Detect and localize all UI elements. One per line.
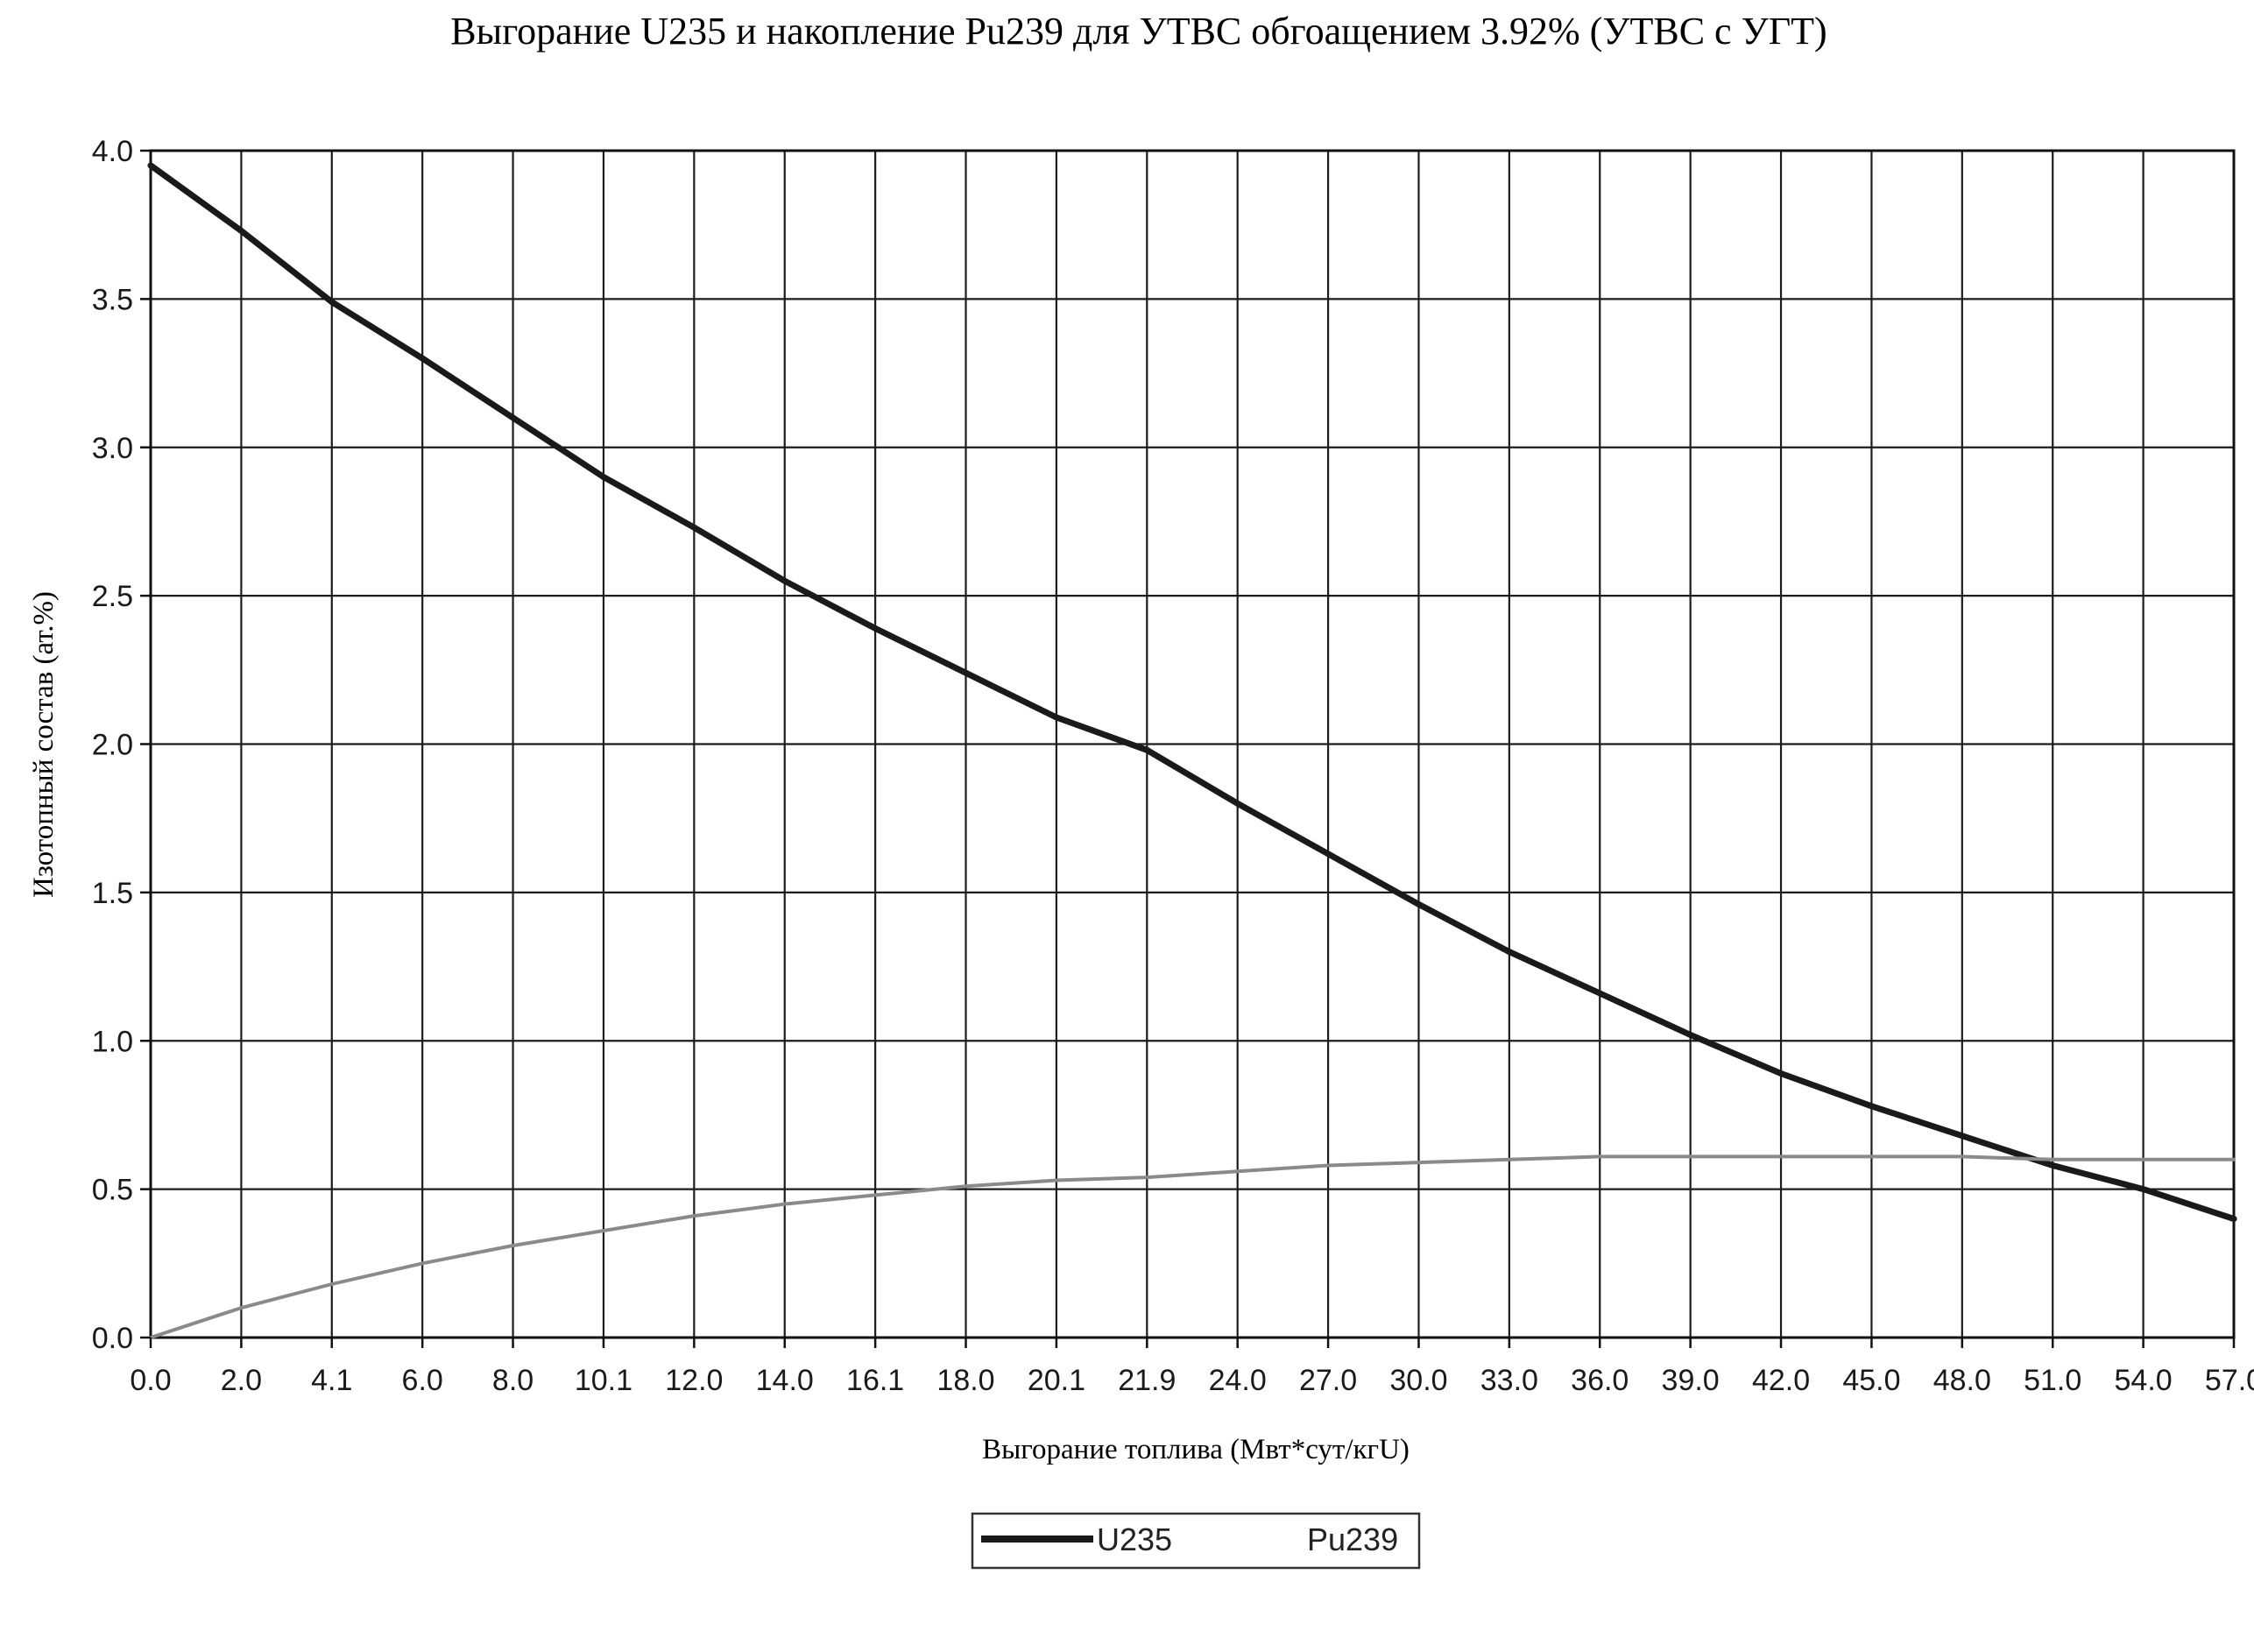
data-point-u235 [600, 474, 607, 481]
x-tick-label: 30.0 [1389, 1364, 1447, 1397]
y-axis-ticks: 0.0 0.5 1.0 1.5 2.0 2.5 3.0 3.5 4.0 [92, 135, 151, 1355]
x-tick-label: 0.0 [130, 1364, 171, 1397]
x-tick-label: 36.0 [1571, 1364, 1629, 1397]
data-point-pu239 [1507, 1157, 1511, 1161]
data-point-pu239 [1417, 1161, 1421, 1165]
data-point-u235 [690, 524, 697, 531]
data-point-u235 [1596, 990, 1603, 997]
data-point-pu239 [1960, 1154, 1964, 1159]
x-tick-label: 6.0 [402, 1364, 443, 1397]
data-point-pu239 [420, 1261, 425, 1266]
data-point-pu239 [1598, 1154, 1602, 1159]
legend-label-pu239: Pu239 [1307, 1521, 1398, 1557]
y-tick-label: 0.5 [92, 1174, 133, 1207]
data-point-u235 [963, 669, 970, 676]
y-tick-label: 2.0 [92, 729, 133, 762]
data-point-pu239 [782, 1202, 787, 1206]
x-tick-label: 8.0 [492, 1364, 533, 1397]
data-point-u235 [872, 625, 879, 632]
data-point-pu239 [1869, 1154, 1874, 1159]
x-tick-label: 54.0 [2115, 1364, 2173, 1397]
x-tick-label: 18.0 [936, 1364, 994, 1397]
data-point-pu239 [1054, 1178, 1058, 1183]
legend: U235 Pu239 [971, 1512, 1421, 1570]
data-point-u235 [237, 227, 244, 234]
data-point-pu239 [239, 1306, 244, 1310]
data-point-u235 [1687, 1031, 1694, 1038]
data-point-u235 [2140, 1186, 2147, 1193]
chart-title: Выгорание U235 и накопление Pu239 для УТ… [450, 10, 1827, 53]
data-point-u235 [1777, 1070, 1784, 1077]
data-point-pu239 [1779, 1154, 1784, 1159]
data-point-u235 [1506, 949, 1513, 956]
series-layer [147, 162, 2237, 1339]
data-point-u235 [1053, 714, 1060, 721]
data-point-pu239 [692, 1214, 696, 1218]
x-tick-label: 16.1 [846, 1364, 904, 1397]
series-line-pu239 [149, 1154, 2236, 1339]
data-point-u235 [1143, 746, 1150, 753]
series-line-u235 [147, 162, 2237, 1222]
x-tick-label: 14.0 [756, 1364, 814, 1397]
x-tick-label: 10.1 [575, 1364, 632, 1397]
data-point-u235 [2049, 1162, 2056, 1169]
y-tick-label: 4.0 [92, 135, 133, 168]
data-point-pu239 [1688, 1154, 1692, 1159]
x-tick-label: 48.0 [1933, 1364, 1991, 1397]
y-tick-label: 3.0 [92, 432, 133, 465]
grid-lines [149, 149, 2236, 1339]
x-tick-label: 57.0 [2205, 1364, 2254, 1397]
plot-area [147, 149, 2237, 1339]
data-point-pu239 [964, 1184, 968, 1189]
y-axis-title: Изотопный состав (ат.%) [28, 591, 60, 898]
data-point-pu239 [1235, 1169, 1240, 1174]
data-point-u235 [1868, 1103, 1875, 1110]
data-point-pu239 [601, 1229, 605, 1233]
data-point-u235 [329, 299, 336, 306]
x-tick-label: 2.0 [221, 1364, 262, 1397]
y-tick-label: 1.0 [92, 1025, 133, 1058]
data-point-u235 [1415, 900, 1422, 907]
data-point-pu239 [1145, 1175, 1149, 1180]
x-tick-label: 39.0 [1662, 1364, 1720, 1397]
data-point-u235 [2230, 1216, 2237, 1222]
x-axis-title: Выгорание топлива (Мвт*сут/кгU) [982, 1434, 1410, 1465]
x-tick-label: 27.0 [1299, 1364, 1357, 1397]
x-tick-label: 4.1 [311, 1364, 352, 1397]
data-point-u235 [1325, 851, 1332, 858]
data-point-u235 [419, 355, 426, 362]
y-tick-label: 1.5 [92, 877, 133, 910]
x-tick-label: 20.1 [1028, 1364, 1085, 1397]
data-point-pu239 [329, 1282, 334, 1287]
data-point-u235 [1959, 1133, 1966, 1140]
data-point-pu239 [2141, 1157, 2145, 1161]
data-point-u235 [781, 577, 788, 584]
data-point-u235 [147, 162, 154, 169]
data-point-u235 [1234, 800, 1241, 807]
y-tick-label: 2.5 [92, 580, 133, 613]
x-tick-label: 45.0 [1842, 1364, 1900, 1397]
data-point-pu239 [2232, 1157, 2236, 1161]
x-tick-label: 12.0 [665, 1364, 723, 1397]
x-tick-label: 21.9 [1118, 1364, 1176, 1397]
legend-label-u235: U235 [1097, 1521, 1172, 1557]
x-tick-label: 42.0 [1752, 1364, 1810, 1397]
data-point-pu239 [1326, 1163, 1331, 1168]
x-tick-label: 33.0 [1480, 1364, 1538, 1397]
x-axis-ticks: 0.0 2.0 4.1 6.0 8.0 10.1 12.0 14.0 16.1 18.0 20.1 2… [130, 1338, 2254, 1397]
data-point-pu239 [511, 1243, 515, 1247]
data-point-pu239 [2051, 1157, 2055, 1161]
x-tick-label: 51.0 [2024, 1364, 2081, 1397]
y-tick-label: 0.0 [92, 1322, 133, 1355]
data-point-u235 [510, 414, 517, 421]
x-tick-label: 24.0 [1209, 1364, 1267, 1397]
data-point-pu239 [873, 1193, 878, 1197]
y-tick-label: 3.5 [92, 283, 133, 316]
